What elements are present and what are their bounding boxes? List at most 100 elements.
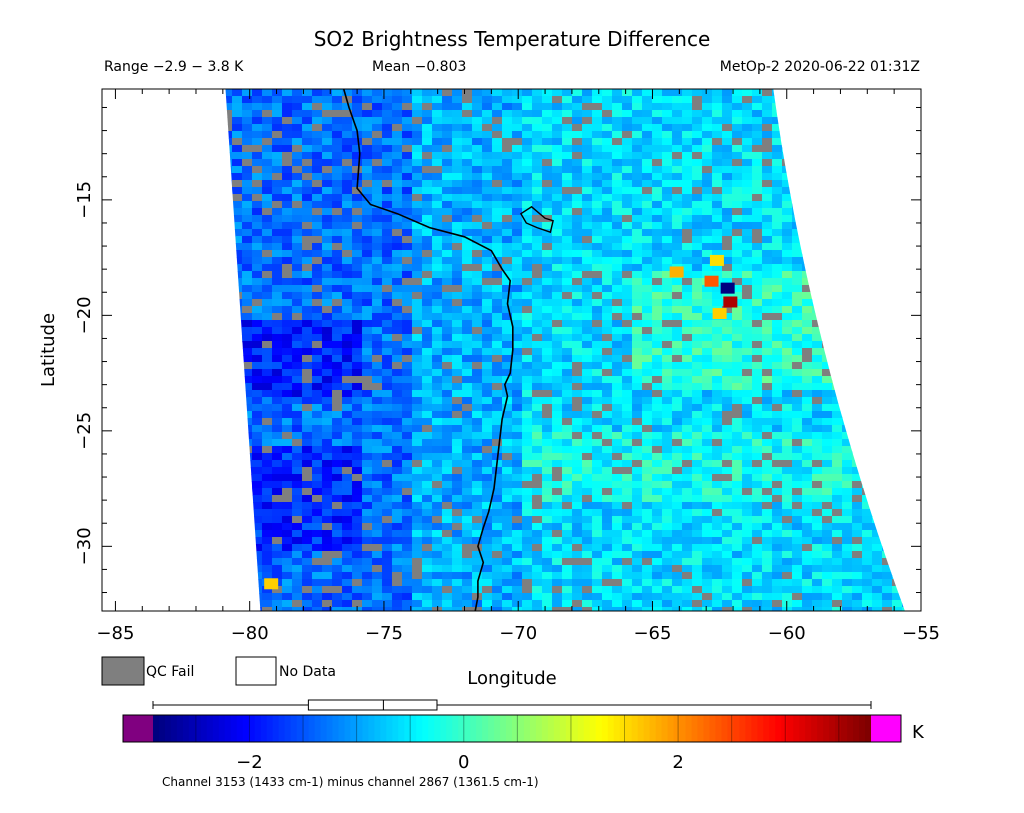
swath-cell: [272, 264, 283, 272]
swath-cell: [412, 334, 423, 342]
swath-cell: [552, 257, 563, 265]
swath-cell: [542, 250, 553, 258]
swath-cell: [752, 138, 763, 146]
swath-cell: [762, 327, 773, 335]
swath-cell: [662, 502, 673, 510]
swath-cell: [502, 124, 513, 132]
swath-cell: [692, 306, 703, 314]
swath-cell: [662, 509, 673, 517]
swath-cell: [852, 474, 863, 482]
swath-cell: [332, 327, 343, 335]
swath-cell: [332, 292, 343, 300]
swath-cell: [642, 516, 653, 524]
swath-cell: [692, 194, 703, 202]
swath-cell: [662, 390, 673, 398]
swath-cell: [662, 229, 673, 237]
swath-cell: [582, 250, 593, 258]
swath-cell: [522, 390, 533, 398]
swath-cell: [802, 327, 813, 335]
swath-cell: [602, 236, 613, 244]
swath-cell: [582, 376, 593, 384]
swath-cell: [602, 453, 613, 461]
swath-cell: [272, 145, 283, 153]
swath-cell: [272, 285, 283, 293]
swath-cell: [722, 306, 733, 314]
swath-cell: [282, 264, 293, 272]
swath-cell: [602, 103, 613, 111]
swath-cell: [662, 243, 673, 251]
swath-cell: [242, 96, 253, 104]
swath-cell: [492, 138, 503, 146]
swath-cell: [692, 488, 703, 496]
swath-cell: [322, 292, 333, 300]
swath-cell: [452, 327, 463, 335]
swath-cell: [592, 411, 603, 419]
swath-cell: [812, 474, 823, 482]
swath-cell: [402, 334, 413, 342]
swath-cell: [742, 292, 753, 300]
swath-cell: [362, 194, 373, 202]
swath-cell: [682, 390, 693, 398]
swath-cell: [362, 390, 373, 398]
swath-cell: [282, 446, 293, 454]
swath-cell: [372, 537, 383, 545]
swath-cell: [732, 243, 743, 251]
swath-cell: [532, 278, 543, 286]
swath-cell: [332, 166, 343, 174]
swath-cell: [402, 138, 413, 146]
swath-cell: [302, 383, 313, 391]
swath-cell: [452, 369, 463, 377]
swath-cell: [362, 173, 373, 181]
swath-cell: [642, 530, 653, 538]
swath-cell: [482, 187, 493, 195]
swath-cell: [602, 264, 613, 272]
swath-cell: [812, 481, 823, 489]
swath-cell: [762, 537, 773, 545]
swath-cell: [482, 243, 493, 251]
swath-cell: [592, 418, 603, 426]
swath-cell: [282, 173, 293, 181]
swath-cell: [482, 334, 493, 342]
swath-cell: [772, 152, 783, 160]
swath-cell: [372, 243, 383, 251]
swath-cell: [412, 320, 423, 328]
swath-cell: [262, 145, 273, 153]
swath-cell: [262, 362, 273, 370]
swath-cell: [322, 313, 333, 321]
swath-cell: [372, 376, 383, 384]
swath-cell: [512, 271, 523, 279]
swath-cell: [752, 474, 763, 482]
swath-cell: [482, 523, 493, 531]
swath-cell: [402, 439, 413, 447]
swath-cell: [452, 376, 463, 384]
swath-cell: [652, 299, 663, 307]
swath-cell: [612, 285, 623, 293]
swath-cell: [512, 432, 523, 440]
swath-cell: [432, 425, 443, 433]
swath-cell: [682, 110, 693, 118]
swath-cell: [632, 243, 643, 251]
swath-cell: [562, 243, 573, 251]
swath-cell: [712, 285, 723, 293]
swath-cell: [422, 502, 433, 510]
swath-cell: [762, 432, 773, 440]
swath-cell: [642, 313, 653, 321]
swath-cell: [402, 292, 413, 300]
swath-cell: [422, 348, 433, 356]
swath-cell: [422, 152, 433, 160]
swath-cell: [492, 103, 503, 111]
swath-cell: [512, 138, 523, 146]
swath-cell: [432, 369, 443, 377]
swath-cell: [802, 453, 813, 461]
swath-cell: [732, 180, 743, 188]
swath-cell: [352, 376, 363, 384]
swath-cell: [622, 243, 633, 251]
swath-cell: [542, 327, 553, 335]
swath-cell: [412, 117, 423, 125]
swath-cell: [672, 131, 683, 139]
swath-cell: [352, 467, 363, 475]
swath-cell: [302, 124, 313, 132]
swath-cell: [542, 124, 553, 132]
swath-cell: [452, 103, 463, 111]
swath-cell: [732, 96, 743, 104]
